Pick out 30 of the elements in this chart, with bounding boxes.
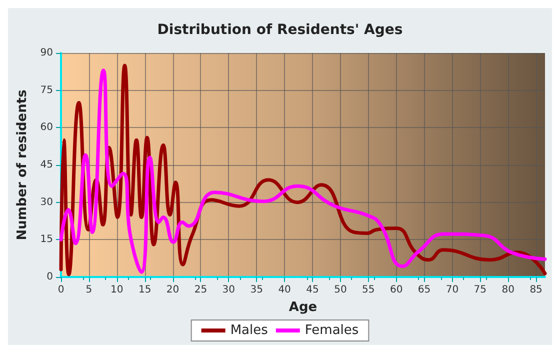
x-tick-label: 85 [530, 284, 542, 296]
x-tick-label: 35 [250, 284, 263, 296]
y-axis-title: Number of residents [15, 89, 30, 240]
x-tick-label: 25 [194, 284, 208, 296]
y-tick-label: 0 [46, 272, 53, 282]
x-tick-label: 10 [110, 284, 124, 296]
y-tick-label: 75 [40, 84, 53, 96]
y-tick-label: 15 [40, 234, 53, 246]
legend-label: Females [304, 323, 359, 338]
x-tick-label: 20 [166, 284, 180, 296]
x-tick-label: 30 [222, 284, 236, 296]
x-tick-label: 0 [58, 284, 64, 296]
x-tick-label: 50 [334, 284, 347, 296]
x-tick-label: 55 [362, 284, 375, 296]
x-tick-label: 70 [446, 284, 459, 296]
y-tick-label: 90 [40, 48, 53, 58]
y-tick-label: 60 [40, 122, 53, 134]
y-tick-label: 30 [40, 196, 53, 208]
x-tick-label: 80 [502, 284, 514, 296]
x-tick-label: 40 [278, 284, 291, 296]
x-tick-label: 65 [418, 284, 431, 296]
x-tick-label: 75 [474, 284, 487, 296]
x-tick-label: 15 [138, 284, 152, 296]
chart-title: Distribution of Residents' Ages [157, 22, 403, 38]
x-tick-label: 45 [306, 284, 319, 296]
x-tick-label: 5 [86, 284, 92, 296]
x-tick-label: 60 [390, 284, 403, 296]
y-tick-label: 45 [40, 160, 53, 170]
x-axis-title: Age [288, 300, 318, 315]
legend-label: Males [230, 323, 268, 338]
